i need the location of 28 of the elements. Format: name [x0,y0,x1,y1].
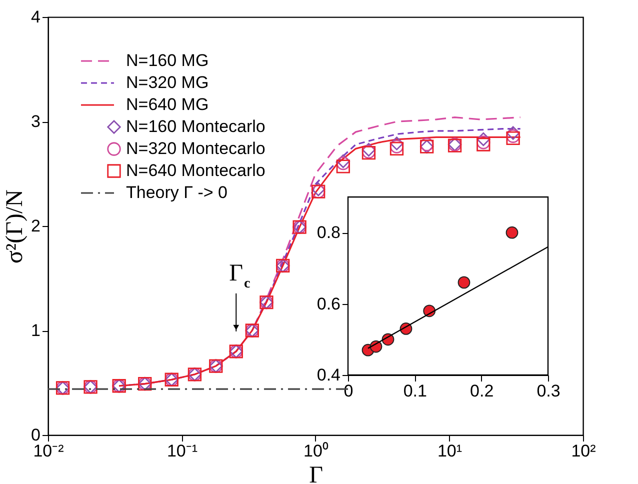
x-tick-label: 0.2 [470,382,494,400]
y-tick-label: 0.4 [316,366,340,384]
legend-label: N=320 MG [126,73,209,92]
y-axis-title: σ²(Γ)/N [2,190,28,264]
point [506,226,518,239]
x-tick-label: 0.3 [536,382,560,400]
x-tick-label: 10¹ [437,442,462,460]
x-tick-label: 0.1 [403,382,427,400]
point [458,276,470,289]
legend-label: N=640 MG [126,95,209,114]
x-tick-label: 10² [571,442,596,460]
legend-label: Theory Γ -> 0 [126,183,228,202]
x-tick-label: 10⁻² [33,442,64,460]
y-tick-label: 0.8 [316,223,340,242]
y-tick-label: 0 [31,426,40,444]
y-tick-label: 4 [31,8,40,26]
legend-label: N=640 Montecarlo [126,161,266,180]
legend-label: N=320 Montecarlo [126,139,266,158]
y-tick-label: 3 [31,112,40,131]
x-axis-title: Γ [309,462,324,484]
x-tick-label: 0 [344,382,354,400]
legend-label: N=160 MG [126,51,209,70]
y-tick-label: 0.6 [316,294,340,314]
x-tick-label: 10⁻¹ [166,442,198,460]
y-tick-label: 2 [31,216,40,236]
x-tick-label: 10⁰ [304,442,328,460]
legend-label: N=160 Montecarlo [126,117,266,136]
y-tick-label: 1 [31,321,40,340]
